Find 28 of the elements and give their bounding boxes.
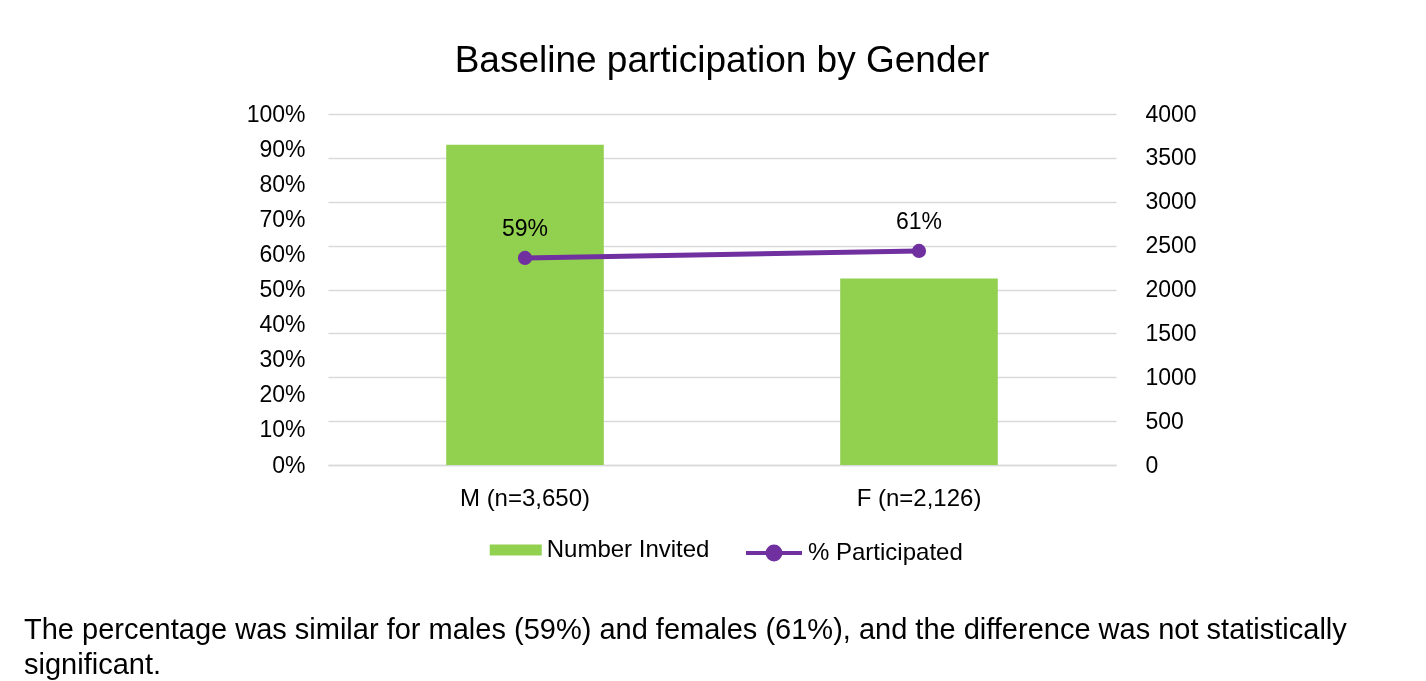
y2-tick-label: 1000: [1145, 363, 1197, 390]
x-tick-label: F (n=2,126): [856, 483, 982, 511]
y-tick-label: 10%: [259, 416, 306, 443]
y-tick-label: 30%: [259, 346, 306, 373]
x-tick-label: M (n=3,650): [459, 483, 591, 511]
data-label: 59%: [501, 214, 549, 241]
y-tick-label: 80%: [259, 170, 306, 197]
y-tick-label: 20%: [259, 381, 306, 408]
y-tick-label: 70%: [259, 205, 306, 232]
y2-tick-label: 3000: [1145, 188, 1197, 215]
y-tick-label: 0%: [272, 451, 306, 478]
y-tick-label: 50%: [259, 276, 306, 302]
y2-tick-label: 3500: [1145, 144, 1197, 171]
y2-tick-label: 0: [1145, 451, 1159, 478]
y-tick-label: 40%: [259, 311, 306, 338]
legend-label: Number Invited: [546, 535, 710, 562]
legend-label: % Participated: [808, 538, 963, 565]
y2-tick-label: 2000: [1145, 276, 1197, 302]
y-tick-label: 60%: [259, 240, 306, 267]
y2-tick-label: 4000: [1145, 100, 1197, 127]
y-tick-label: 90%: [259, 135, 306, 162]
y2-tick-label: 2500: [1145, 232, 1197, 259]
chart-title: Baseline participation by Gender: [454, 39, 990, 80]
y2-tick-label: 1500: [1145, 319, 1197, 346]
data-label: 61%: [895, 207, 943, 234]
y-tick-label: 100%: [246, 100, 306, 127]
y2-tick-label: 500: [1145, 407, 1184, 434]
text: The percentage was similar for males (59%) and females (61%), and the difference was not statistically significant.: [24, 613, 1348, 680]
